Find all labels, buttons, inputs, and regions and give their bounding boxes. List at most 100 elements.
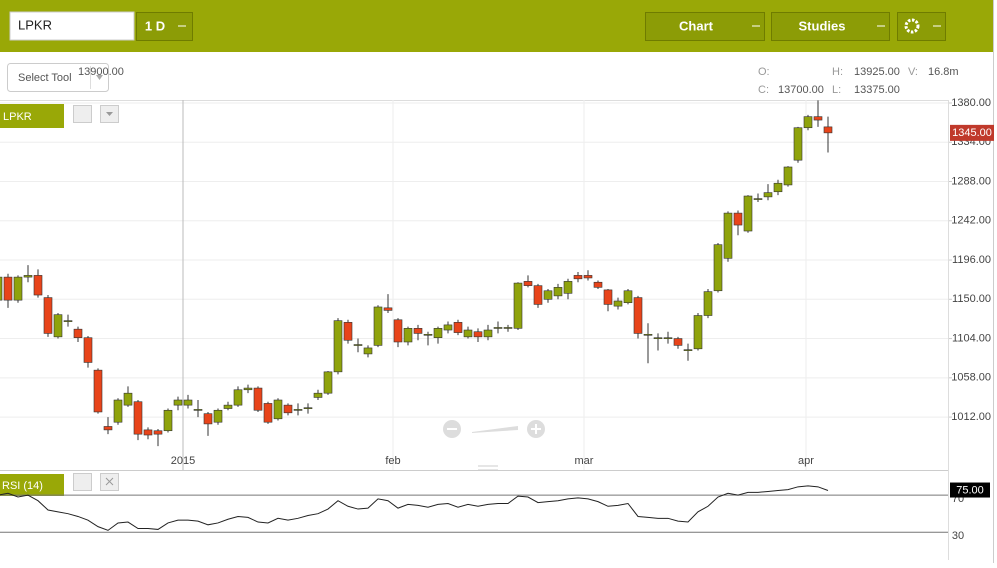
candle-body (123, 392, 133, 406)
chart-button[interactable] (645, 12, 765, 41)
candle-body (373, 306, 383, 346)
x-tick-label: apr (798, 455, 814, 467)
price-marker-text: 1345.00 (952, 127, 992, 139)
arrow-icon (106, 112, 113, 116)
dropdown-icon (96, 75, 103, 80)
y-tick-label: 1150.00 (952, 293, 991, 305)
candle-body (233, 389, 243, 406)
candle-body (473, 331, 483, 338)
expand-button[interactable] (73, 105, 92, 123)
candle-body (643, 333, 653, 336)
studies-button-text: Studies (799, 18, 846, 33)
candle-body (133, 401, 143, 435)
panel-tab[interactable] (0, 104, 64, 128)
candle-body (83, 337, 93, 363)
zoom-slider[interactable] (472, 426, 518, 433)
candle-body (653, 337, 663, 340)
candle-body (193, 409, 203, 411)
candle-body (413, 328, 423, 334)
symbol-text: LPKR (18, 17, 52, 32)
rsi-marker (950, 482, 990, 498)
y-tick-label: 1104.00 (952, 332, 991, 344)
resize-handle[interactable] (478, 465, 498, 471)
candle-body (683, 349, 693, 351)
candle-body (463, 329, 473, 338)
symbol-input[interactable] (9, 11, 135, 41)
x-tick-label: mar (575, 455, 594, 467)
rsi-marker-text: 75.00 (956, 484, 984, 496)
candle-body (723, 212, 733, 259)
candle-body (73, 328, 83, 339)
select-tool-text: Select Tool (18, 72, 72, 84)
candle-body (213, 409, 223, 423)
candle-body (183, 399, 193, 406)
ohlc-value: 13925.00 (854, 66, 900, 78)
candle-body (0, 276, 3, 301)
candle-body (423, 333, 433, 336)
gear-icon (904, 18, 920, 34)
candle-body (533, 285, 543, 305)
candle-body (443, 324, 453, 331)
candle-body (223, 404, 233, 409)
ohlc-label: H: (832, 66, 843, 78)
candle-body (503, 327, 513, 329)
candle-body (393, 319, 403, 343)
ohlc-value: 16.8m (928, 66, 959, 78)
candle-body (483, 329, 493, 338)
x-tick-label: 2015 (171, 455, 195, 467)
candle-body (153, 430, 163, 435)
ohlc-label: L: (832, 84, 841, 96)
candle-body (823, 126, 833, 134)
ohlc-label: O: (758, 66, 770, 78)
candle-body (323, 371, 333, 394)
candle-body (543, 290, 553, 300)
candle-body (613, 300, 623, 307)
plus-icon (531, 424, 541, 434)
candle-body (33, 275, 43, 296)
candle-body (813, 116, 823, 121)
candle-body (433, 328, 443, 339)
candle-body (563, 281, 573, 294)
candle-body (773, 182, 783, 193)
candle-body (253, 387, 263, 411)
price-marker (950, 124, 994, 141)
candle-body (733, 212, 743, 226)
candle-body (3, 276, 13, 301)
rsi-tab[interactable] (0, 474, 64, 496)
candle-body (273, 399, 283, 420)
candle-body (353, 344, 363, 346)
candle-body (343, 322, 353, 341)
ohlc-label: V: (908, 66, 918, 78)
move-button[interactable] (73, 473, 92, 491)
panel-tab-text: LPKR (3, 111, 32, 123)
studies-button[interactable] (771, 12, 890, 41)
candle-body (113, 399, 123, 423)
candle-body (783, 166, 793, 186)
candle-body (693, 315, 703, 350)
candle-body (573, 275, 583, 280)
candle-body (763, 192, 773, 198)
candle-body (743, 195, 753, 232)
candle-body (803, 116, 813, 129)
candle-body (23, 275, 33, 278)
y-tick-label: 1012.00 (951, 411, 991, 423)
candle-body (673, 338, 683, 346)
candle-body (103, 426, 113, 431)
candle-body (263, 403, 273, 423)
candle-body (703, 291, 713, 316)
candle-body (293, 409, 303, 411)
ohlc-info: O: 13900.00 H: 13925.00 V: 16.8m C: 13700.00 L: 1… (78, 66, 959, 96)
plot: 1345.00 (0, 100, 994, 447)
select-tool[interactable] (7, 63, 109, 92)
candle-body (513, 282, 523, 329)
rsi-line (0, 485, 829, 531)
candle-body (603, 289, 613, 305)
y-tick-label: 1288.00 (951, 175, 991, 187)
candle-body (553, 287, 563, 297)
candle-body (313, 392, 323, 398)
candle-body (63, 320, 73, 322)
candle-body (663, 337, 673, 340)
candle-body (303, 407, 313, 409)
